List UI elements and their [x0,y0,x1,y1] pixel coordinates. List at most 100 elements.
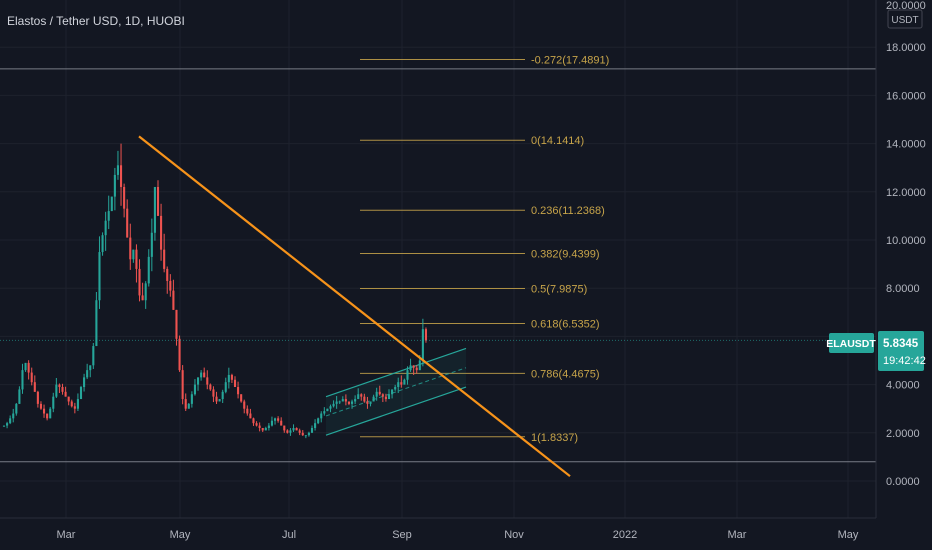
candle-body [209,384,212,390]
candle-body [116,165,120,175]
price-axis-ticks: 18.0000 16.0000 14.0000 12.0000 10.0000 8.000… [886,42,926,488]
candle-body [135,249,138,269]
candle-body [237,387,240,395]
candle-body [360,394,363,397]
candle-body [283,425,286,431]
candle-body [206,377,209,385]
candle-body [79,387,83,400]
candle-body [196,377,200,385]
candle-body [295,427,298,431]
candle-body [394,387,397,390]
candle-body [129,237,132,260]
candle-body [264,427,267,431]
candle-body [310,427,314,433]
candle-body [335,401,338,404]
candle-body [163,249,166,269]
candle-body [187,403,190,409]
candle-body [52,396,55,409]
candle-body [273,418,277,421]
last-price-background [878,331,924,371]
price-tick-label: 10.0000 [886,235,926,247]
price-tick-label: 0.0000 [886,476,920,488]
candle-body [354,399,357,402]
candle-body [332,403,335,407]
currency-badge[interactable] [887,9,923,29]
price-tick-label: 16.0000 [886,90,926,102]
candle-body [181,370,184,400]
candle-body [387,394,391,400]
candle-body [233,379,237,388]
candle-body [2,425,6,427]
candle-body [255,423,258,426]
candle-body [243,401,246,409]
candle-body [42,408,46,414]
candle-body [421,329,424,361]
candle-body [107,211,110,221]
candle-body [384,396,387,400]
candle-body [73,406,76,409]
last-price-value: 5.8345 [883,338,919,350]
fib-level-label: -0.272(17.4891) [531,55,609,67]
price-tick-label: 18.0000 [886,42,926,54]
candle-body [363,396,366,402]
current-price-marker: ELAUSDT 5.8345 19:42:42 [826,331,926,371]
candle-body [58,384,61,388]
candle-body [36,391,39,404]
candle-body [372,396,375,402]
candle-body [314,423,317,428]
candle-body [258,425,261,428]
candle-body [412,365,415,368]
candle-body [292,427,295,431]
fib-level-label: 0.382(9.4399) [531,248,600,260]
time-tick-label: May [170,529,191,541]
time-tick-label: Mar [57,529,76,541]
candle-body [30,372,33,383]
candle-body [240,394,243,402]
candle-body [221,391,224,400]
candle-body [27,362,30,373]
symbol-label: ELAUSDT [826,338,876,350]
price-axis[interactable] [876,0,932,518]
candle-body [190,394,193,404]
price-axis-top-label: 20.0000 [886,0,926,12]
candle-body [126,208,129,238]
fib-level-label: 0(14.1414) [531,135,584,147]
candle-body [249,413,252,419]
candle-body [184,399,187,409]
candle-body [64,391,67,397]
candle-body [104,220,107,236]
candle-body [138,268,141,296]
candle-body [92,346,95,366]
candle-body [156,186,160,216]
parallel-channel[interactable] [325,347,467,436]
candle-body [166,268,169,281]
time-tick-label: May [838,529,859,541]
candle-body [33,382,36,392]
candle-body [193,384,197,395]
channel-upper-line [325,347,467,398]
candle-body [178,338,181,371]
candle-body [203,372,206,378]
candlestick-series [2,143,428,439]
candle-body [338,401,341,403]
candle-body [366,401,369,404]
candle-body [403,379,406,385]
candle-body [424,329,428,341]
candle-body [70,401,73,407]
channel-mid-line [325,367,467,417]
candle-body [344,399,347,402]
fib-level-label: 0.618(6.5352) [531,319,600,331]
candle-body [329,406,332,409]
trendline[interactable] [0,135,876,478]
candle-body [67,396,70,402]
time-axis-ticks[interactable]: Mar May Jul Sep Nov 2022 Mar May [57,529,859,541]
fib-level-label: 0.236(11.2368) [531,205,605,217]
price-tick-label: 12.0000 [886,187,926,199]
candle-body [169,280,172,291]
candle-body [172,290,175,310]
fibonacci-retracement[interactable]: -0.272(17.4891) 0(14.1414) 0.236(11.2368) 0… [360,55,609,444]
candle-body [397,382,400,388]
time-tick-label: Jul [282,529,296,541]
candle-body [252,418,255,424]
